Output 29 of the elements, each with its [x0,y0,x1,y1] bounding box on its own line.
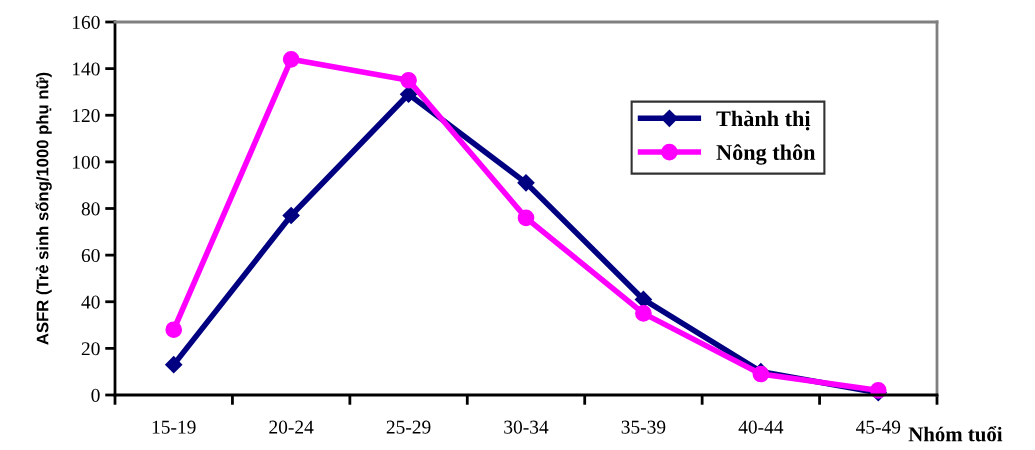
y-tick-label: 20 [81,342,100,356]
y-tick-label: 60 [81,248,100,263]
y-tick-label: 100 [72,155,100,169]
x-tick-label: 20-24 [269,420,314,434]
x-tick-label: 15-19 [152,420,196,434]
y-tick-label: 40 [81,295,100,309]
point [517,174,535,192]
x-tick-label: 45-49 [855,420,901,434]
y-tick-label: 140 [72,62,100,76]
x-tick-label: 40-44 [738,420,784,434]
legend-label: Thành thị [716,110,811,131]
point [517,209,535,227]
point [282,50,300,68]
y-tick-label: 80 [81,202,100,216]
x-tick-label: 30-34 [504,420,549,434]
point [400,71,417,89]
x-axis-title: Nhóm tuổi [908,426,1003,442]
point [282,206,300,225]
legend-label: Nông thôn [716,144,816,165]
point [634,290,652,308]
point [635,305,652,322]
y-tick-label: 120 [72,109,100,123]
point [165,321,183,339]
x-tick-label: 35-39 [621,420,666,434]
x-tick-label: 25-29 [386,420,431,434]
point [165,356,183,374]
y-tick-label: 0 [91,388,100,402]
y-tick-label: 160 [72,15,100,29]
y-axis-title: ASFR (Trẻ sinh sống/1000 phụ nữ) [35,72,52,345]
